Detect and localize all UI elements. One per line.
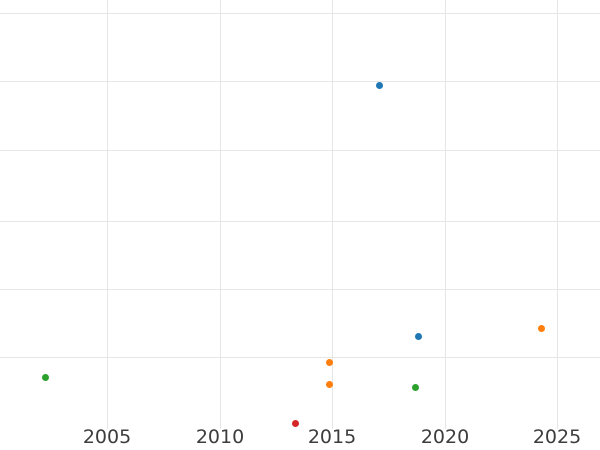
- plot-area: [0, 0, 600, 429]
- gridline-vertical: [445, 0, 446, 429]
- scatter-point-red: [291, 419, 299, 427]
- scatter-point-orange: [325, 380, 333, 388]
- gridline-vertical: [107, 0, 108, 429]
- gridline-vertical: [332, 0, 333, 429]
- gridline-vertical: [557, 0, 558, 429]
- gridline-horizontal: [0, 81, 600, 82]
- scatter-point-green: [411, 383, 419, 391]
- x-tick-label-2005: 2005: [82, 426, 132, 448]
- gridline-vertical: [220, 0, 221, 429]
- scatter-point-green: [41, 373, 49, 381]
- gridline-horizontal: [0, 150, 600, 151]
- scatter-point-orange: [537, 324, 545, 332]
- scatter-point-orange: [325, 358, 333, 366]
- scatter-point-blue: [414, 332, 422, 340]
- gridline-horizontal: [0, 357, 600, 358]
- x-tick-label-2025: 2025: [532, 426, 582, 448]
- gridline-horizontal: [0, 221, 600, 222]
- x-tick-label-2015: 2015: [307, 426, 357, 448]
- gridline-horizontal: [0, 289, 600, 290]
- x-tick-label-2020: 2020: [420, 426, 470, 448]
- x-axis: 2005 2010 2015 2020 2025: [0, 426, 600, 450]
- scatter-point-blue: [375, 81, 383, 89]
- gridline-horizontal: [0, 13, 600, 14]
- x-tick-label-2010: 2010: [195, 426, 245, 448]
